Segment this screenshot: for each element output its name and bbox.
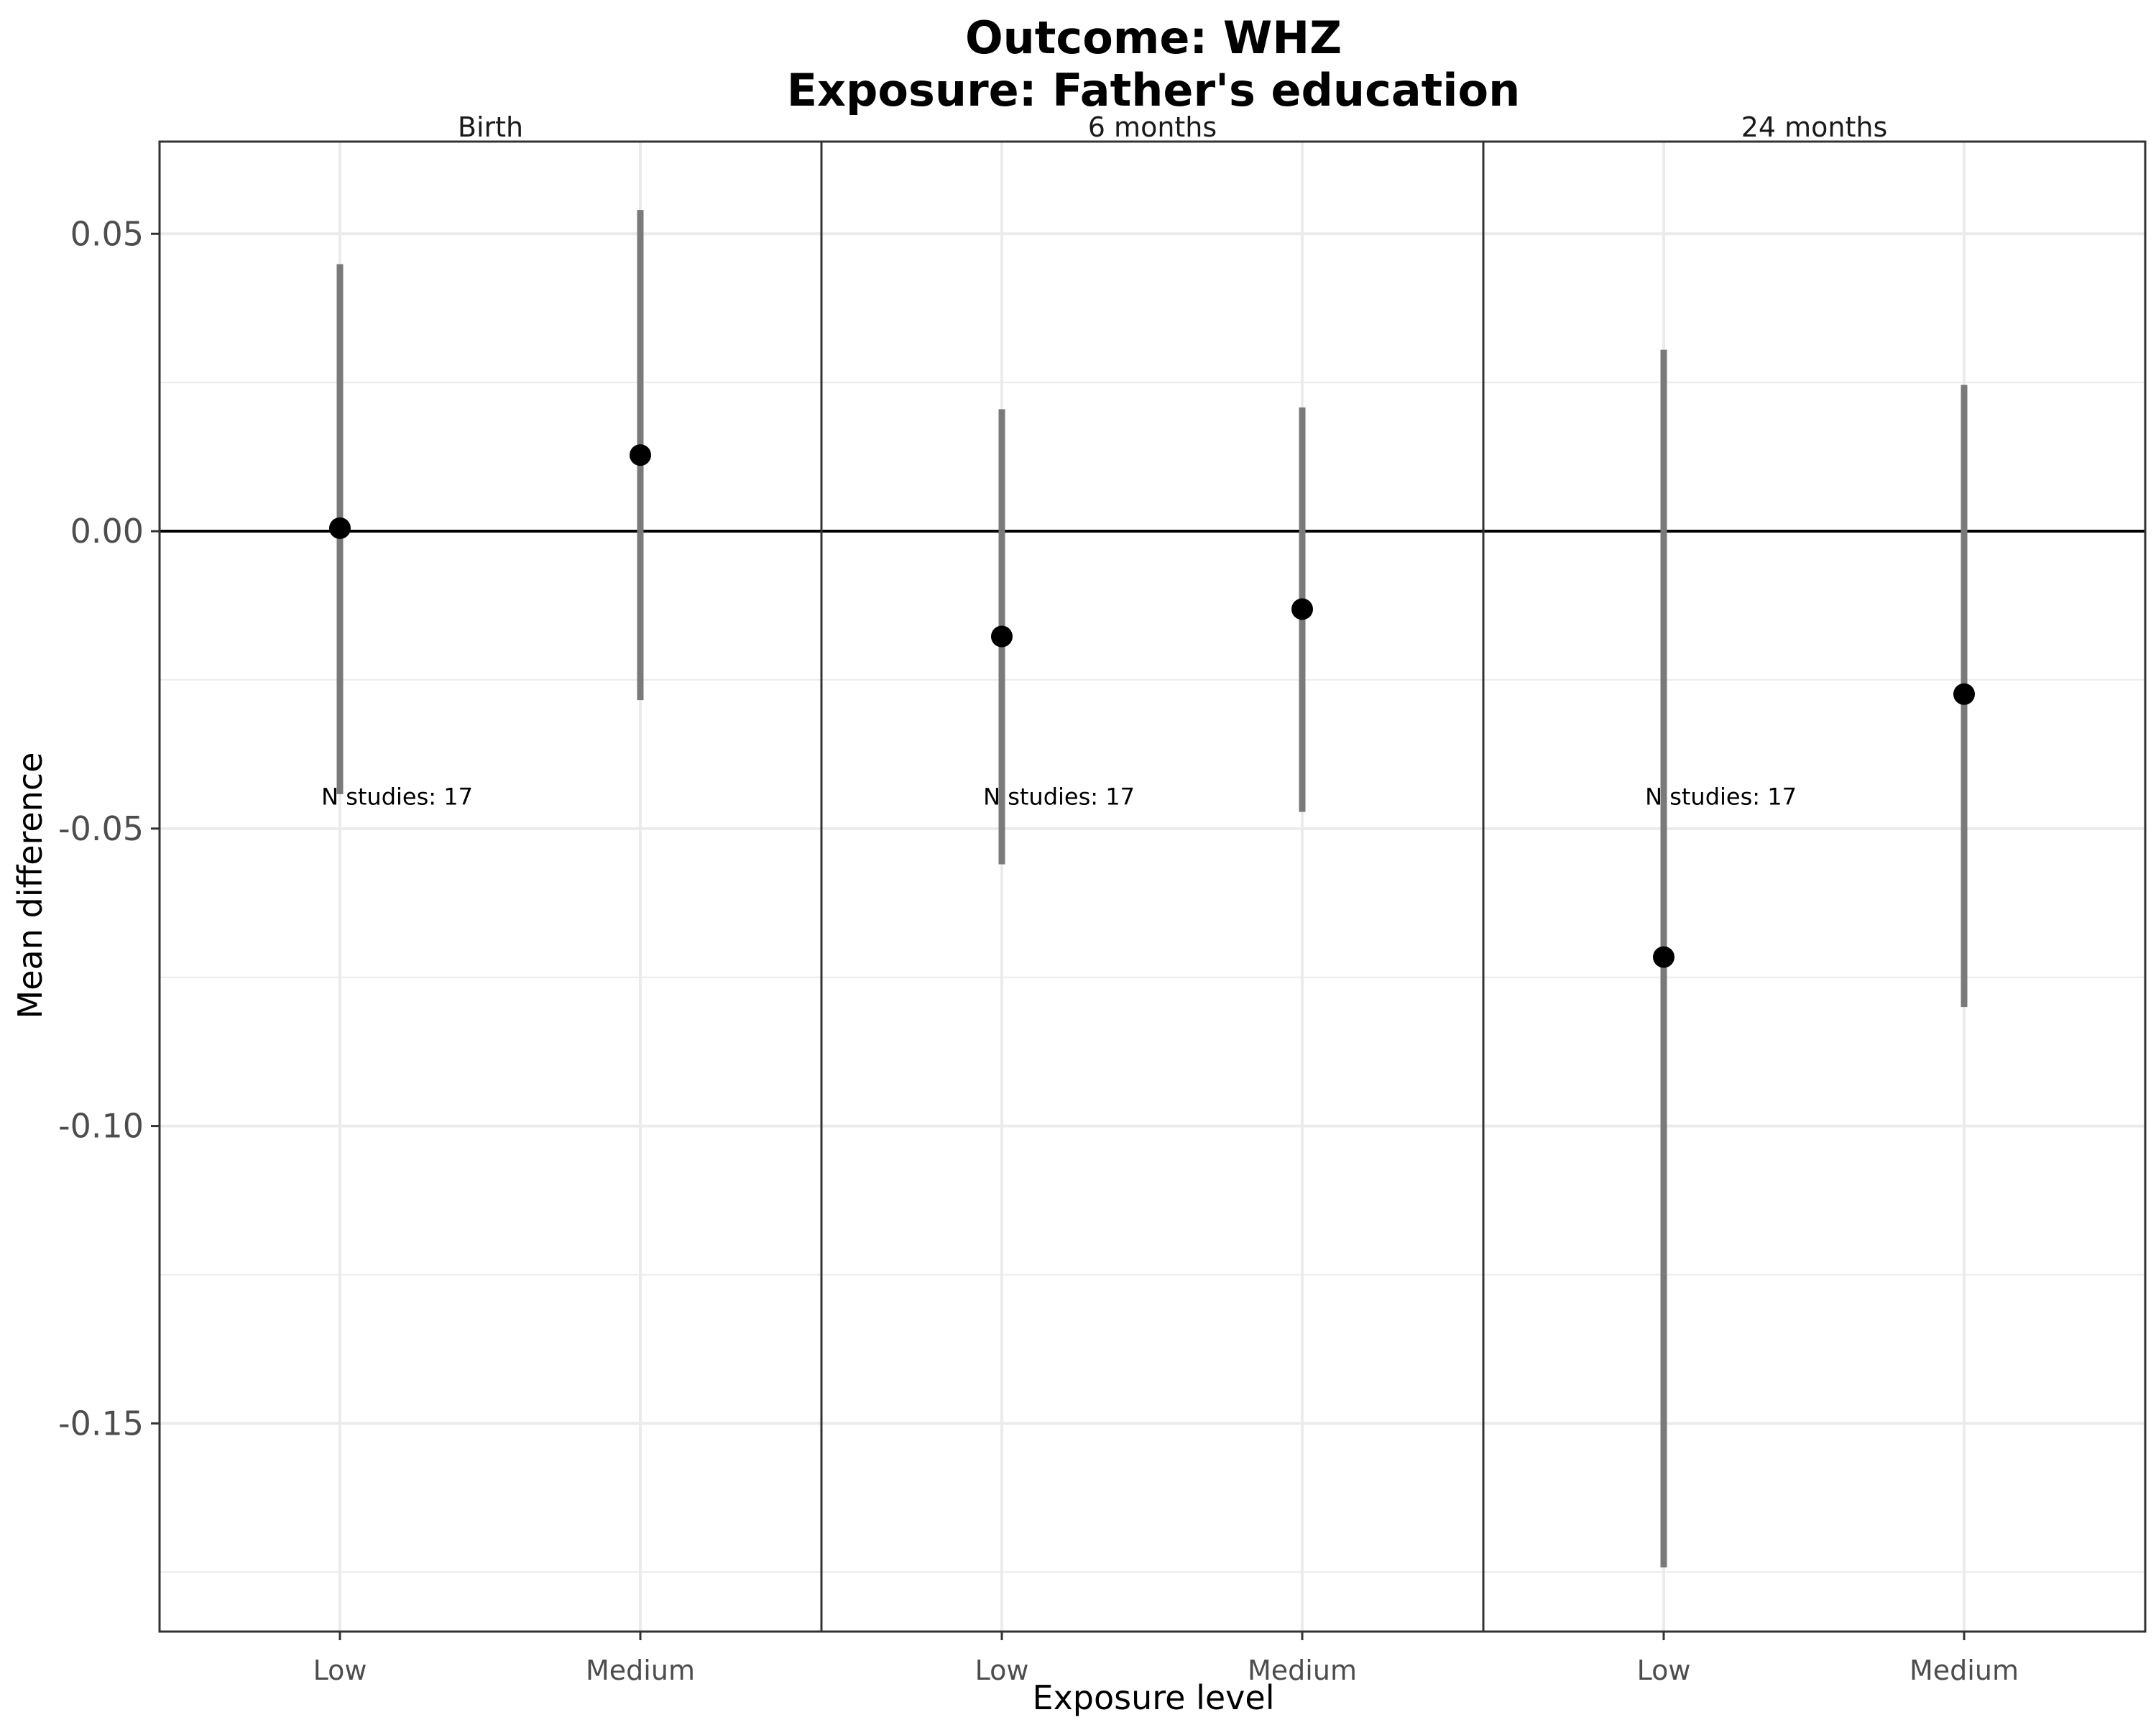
x-tick-label: Medium	[1909, 1655, 2019, 1686]
n-studies-annotation: N studies: 17	[321, 783, 473, 811]
y-tick-label: 0.00	[70, 512, 144, 551]
n-studies-annotation: N studies: 17	[983, 783, 1135, 811]
chart-title-line1: Outcome: WHZ	[965, 12, 1342, 64]
y-tick-label: -0.15	[58, 1404, 144, 1443]
point-estimate	[991, 625, 1013, 648]
panel-strip-label: 24 months	[1741, 111, 1888, 143]
axis-layer: 0.05 0.00 -0.05 -0.10 -0.15 Low Medium Low Mediu…	[58, 214, 2019, 1686]
x-tick-label: Low	[975, 1655, 1029, 1686]
y-tick-label: -0.10	[58, 1107, 144, 1146]
y-tick-label: -0.05	[58, 809, 144, 848]
point-estimate	[1291, 598, 1313, 620]
y-axis-label: Mean difference	[11, 753, 50, 1019]
point-estimate	[1953, 683, 1975, 705]
point-estimate	[1653, 946, 1674, 968]
x-axis-label: Exposure level	[1033, 1678, 1275, 1717]
panel-border-layer	[158, 140, 2147, 1633]
point-estimate-layer	[329, 444, 1975, 968]
panel-strip-label: 6 months	[1088, 111, 1217, 143]
point-estimate	[329, 517, 351, 539]
panel-border	[1482, 140, 2147, 1633]
point-estimate	[630, 444, 651, 466]
x-tick-label: Low	[1637, 1655, 1691, 1686]
y-tick-label: 0.05	[70, 214, 144, 253]
x-tick-label: Medium	[1248, 1655, 1357, 1686]
n-studies-annotation: N studies: 17	[1645, 783, 1797, 811]
chart-title-line2: Exposure: Father's education	[787, 64, 1521, 116]
panel-strip-label: Birth	[458, 111, 523, 143]
x-tick-label: Low	[313, 1655, 367, 1686]
panel-text-layer: Birth N studies: 17 6 months N studies: 17 2…	[321, 111, 1887, 811]
x-tick-label: Medium	[586, 1655, 695, 1686]
